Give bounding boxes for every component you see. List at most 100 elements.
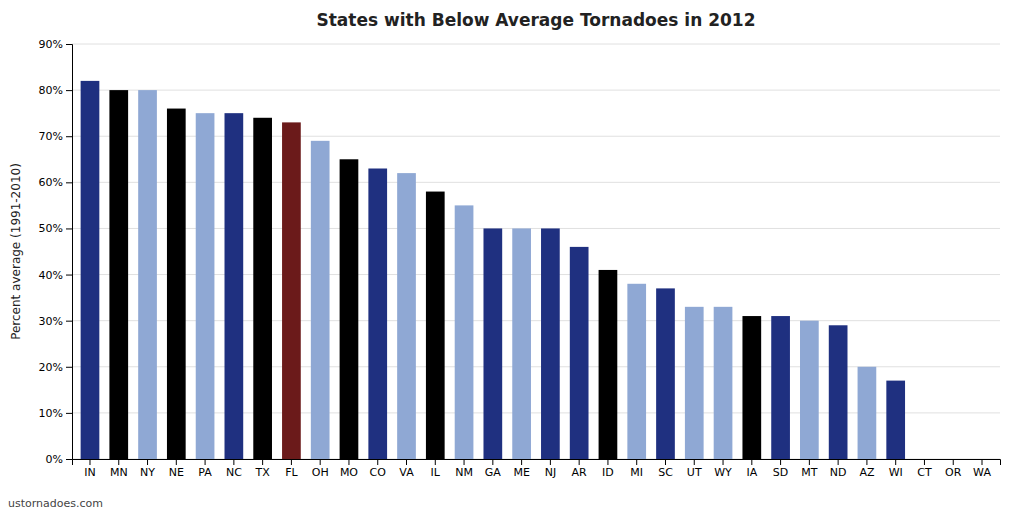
x-tick-label: SD (773, 466, 788, 479)
x-tick-mark (521, 459, 522, 465)
x-tick-label: NJ (545, 466, 556, 479)
y-tick-mark (66, 275, 72, 276)
bar (81, 81, 100, 459)
y-axis-title: Percent average (1991-2010) (9, 163, 23, 340)
x-tick: NC (226, 459, 242, 479)
x-tick-label: AR (572, 466, 588, 479)
x-tick: CO (370, 459, 387, 479)
x-tick: SC (658, 459, 673, 479)
x-tick: NM (455, 459, 473, 479)
x-tick-mark (607, 459, 608, 465)
bar (599, 270, 618, 459)
x-tick: NY (140, 459, 155, 479)
x-tick: MO (340, 459, 358, 479)
x-tick-label: IN (84, 466, 95, 479)
chart: INMNNYNEPANCTXFLOHMOCOVAILNMGAMENJARIDMI… (0, 0, 1024, 515)
x-tick-label: CT (917, 466, 932, 479)
y-tick-mark (66, 44, 72, 45)
x-tick-mark (233, 459, 234, 465)
x-tick-mark (866, 459, 867, 465)
bar (915, 459, 934, 460)
y-tick: 70% (39, 130, 72, 143)
x-tick: WY (714, 459, 732, 479)
y-axis: 0%10%20%30%40%50%60%70%80%90% (39, 38, 73, 466)
y-tick-label: 60% (39, 176, 63, 189)
x-tick: IL (431, 459, 441, 479)
x-tick-mark (464, 459, 465, 465)
bar (829, 325, 848, 459)
x-tick-label: UT (687, 466, 702, 479)
y-tick: 60% (39, 176, 72, 189)
x-tick-mark (579, 459, 580, 465)
x-tick-label: TX (255, 466, 271, 479)
bar (455, 205, 474, 459)
x-tick: OR (945, 459, 962, 479)
x-tick-mark (291, 459, 292, 465)
x-tick-mark (550, 459, 551, 465)
x-tick-mark (118, 459, 119, 465)
x-tick-label: MO (340, 466, 358, 479)
x-tick-mark (636, 459, 637, 465)
grid-line (72, 44, 1000, 45)
x-tick: MN (110, 459, 128, 479)
bar (627, 284, 646, 459)
x-tick: OH (312, 459, 329, 479)
y-tick-mark (66, 182, 72, 183)
x-tick-label: VA (399, 466, 414, 479)
y-tick: 0% (46, 453, 72, 466)
y-axis-line (66, 45, 73, 460)
y-tick-mark (66, 413, 72, 414)
x-tick-label: MN (110, 466, 128, 479)
x-tick-label: NY (140, 466, 155, 479)
x-tick-label: FL (285, 466, 298, 479)
x-tick-mark (694, 459, 695, 465)
y-tick: 20% (39, 361, 72, 374)
bar (541, 228, 560, 459)
y-tick: 50% (39, 222, 72, 235)
watermark: ustornadoes.com (8, 497, 103, 510)
x-tick-label: MT (801, 466, 817, 479)
bar (858, 367, 877, 459)
x-tick: IA (746, 459, 757, 479)
bar (886, 381, 905, 459)
x-tick-mark (924, 459, 925, 465)
x-tick-mark (320, 459, 321, 465)
y-tick-label: 30% (39, 315, 63, 328)
y-tick: 90% (39, 38, 72, 51)
bar (656, 288, 675, 459)
x-tick: NJ (545, 459, 556, 479)
x-tick-label: CO (370, 466, 387, 479)
bar (397, 173, 416, 459)
x-tick: TX (255, 459, 271, 479)
x-tick-label: SC (658, 466, 673, 479)
y-tick-mark (66, 321, 72, 322)
x-tick-label: NE (169, 466, 184, 479)
x-tick-label: ID (602, 466, 614, 479)
x-tick: WI (889, 459, 903, 479)
x-tick-mark (665, 459, 666, 465)
x-tick-mark (895, 459, 896, 465)
x-tick: VA (399, 459, 414, 479)
x-tick: GA (485, 459, 502, 479)
x-tick: WA (973, 459, 991, 479)
bar (771, 316, 790, 459)
y-tick-label: 0% (46, 453, 63, 466)
x-tick: FL (285, 459, 298, 479)
x-tick-mark (147, 459, 148, 465)
x-tick-label: WI (889, 466, 903, 479)
y-tick-label: 50% (39, 222, 63, 235)
y-tick-label: 20% (39, 361, 63, 374)
x-tick-mark (838, 459, 839, 465)
bar (685, 307, 704, 459)
x-tick-label: GA (485, 466, 502, 479)
x-tick-mark (780, 459, 781, 465)
bar (340, 159, 359, 459)
x-tick-mark (723, 459, 724, 465)
x-tick: AZ (859, 459, 875, 479)
x-tick-label: IL (431, 466, 441, 479)
x-tick-mark (205, 459, 206, 465)
x-tick-label: MI (630, 466, 643, 479)
x-tick: CT (917, 459, 932, 479)
bar (426, 192, 445, 459)
x-tick: IN (84, 459, 95, 479)
